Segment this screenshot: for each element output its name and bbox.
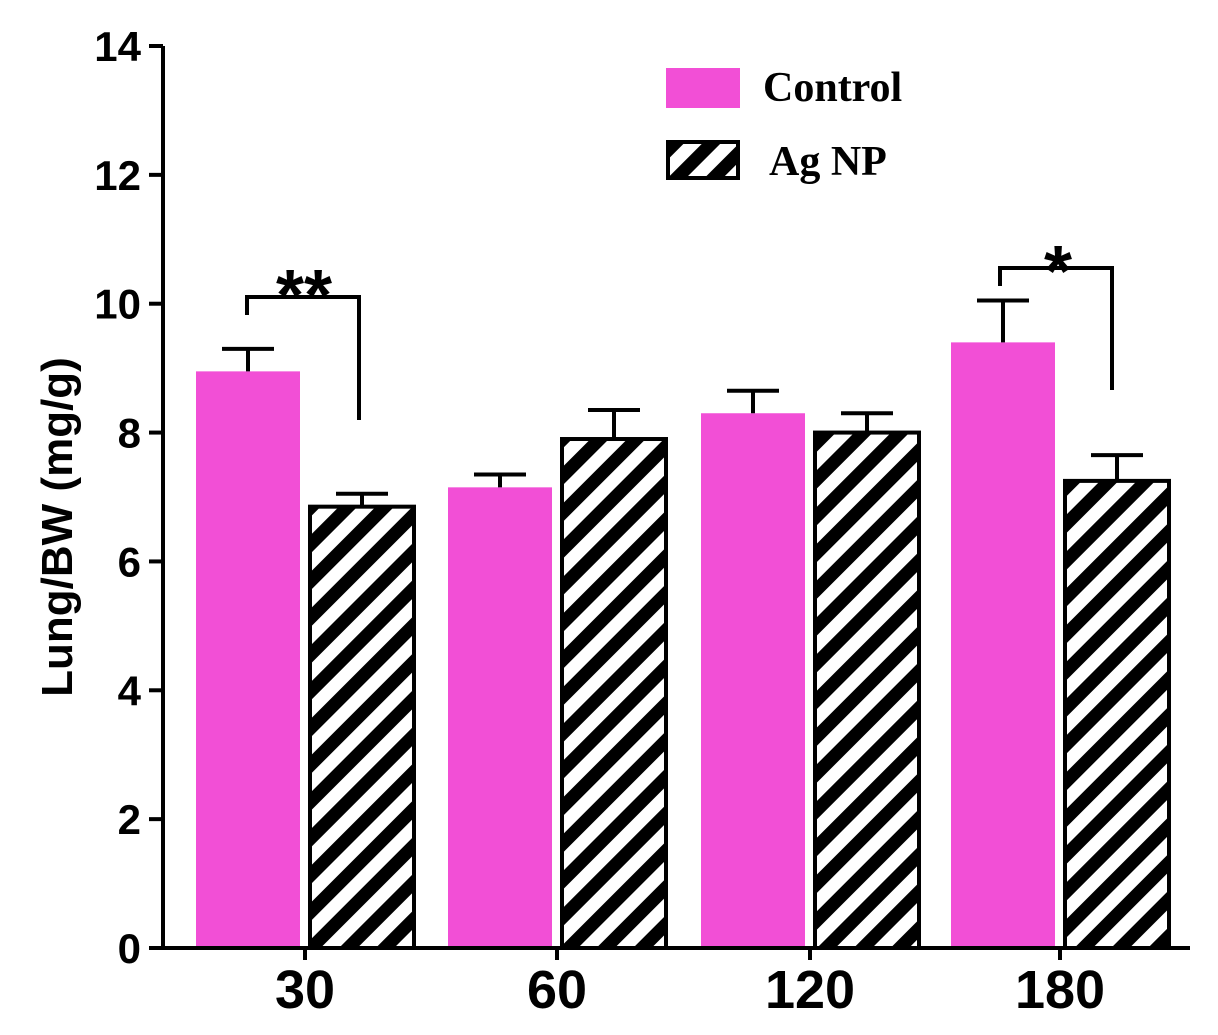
y-tick-label-6: 6 — [118, 538, 141, 585]
bar-ag-np-60 — [560, 437, 668, 950]
legend-label-ag-np: Ag NP — [769, 139, 887, 185]
bar-ag-np-30 — [308, 504, 416, 950]
bar-control-30 — [196, 371, 300, 949]
legend: Control Ag NP — [666, 65, 902, 185]
bar-control-60 — [448, 487, 552, 948]
legend-swatch-ag-np — [666, 140, 740, 180]
y-tick-label-12: 12 — [94, 152, 141, 199]
y-tick-label-0: 0 — [118, 925, 141, 972]
y-tick-label-10: 10 — [94, 281, 141, 328]
bar-control-120 — [701, 413, 805, 948]
x-tick-label-60: 60 — [527, 960, 587, 1020]
legend-label-control: Control — [763, 65, 902, 111]
y-tick-label-2: 2 — [118, 796, 141, 843]
bar-ag-np-120 — [813, 430, 921, 951]
annotations-layer: ** * — [245, 232, 1114, 420]
bars-layer — [196, 298, 1171, 951]
y-tick-label-4: 4 — [118, 667, 142, 714]
y-tick-label-14: 14 — [94, 23, 141, 70]
significance-label-30: ** — [276, 256, 332, 336]
legend-swatch-control — [666, 68, 740, 108]
significance-bracket-180 — [998, 266, 1114, 390]
significance-label-180: * — [1044, 232, 1072, 312]
x-tick-label-30: 30 — [275, 960, 335, 1020]
bar-control-180 — [951, 342, 1055, 948]
y-tick-label-8: 8 — [118, 410, 141, 457]
x-tick-label-120: 120 — [765, 960, 855, 1020]
x-tick-label-180: 180 — [1015, 960, 1105, 1020]
bar-ag-np-180 — [1063, 478, 1171, 950]
y-axis-title: Lung/BW (mg/g) — [33, 357, 82, 697]
significance-bracket-30 — [245, 295, 361, 420]
axes-layer: 0 2 4 6 8 10 12 14 30 60 120 180 Lung/BW (mg/g) — [33, 23, 1190, 1020]
